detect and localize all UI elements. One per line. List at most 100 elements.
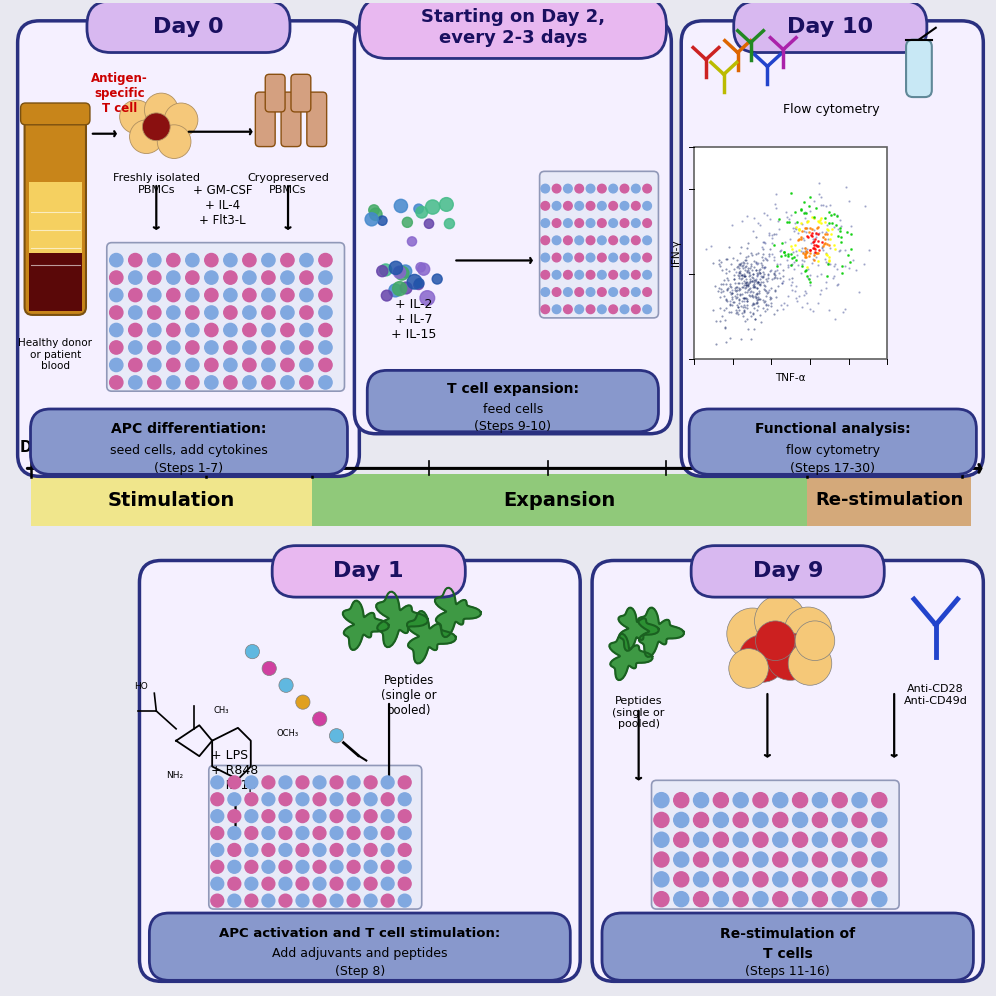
Circle shape — [564, 271, 572, 279]
FancyBboxPatch shape — [265, 75, 285, 112]
Circle shape — [713, 793, 728, 808]
Circle shape — [365, 776, 377, 789]
Circle shape — [587, 271, 595, 279]
Text: Cryopreserved
PBMCs: Cryopreserved PBMCs — [247, 173, 329, 195]
Circle shape — [872, 833, 886, 848]
Text: D2: D2 — [301, 439, 323, 454]
Circle shape — [598, 271, 607, 279]
FancyBboxPatch shape — [592, 561, 983, 981]
Circle shape — [245, 877, 258, 890]
Circle shape — [398, 776, 411, 789]
Circle shape — [654, 891, 669, 906]
Circle shape — [541, 271, 550, 279]
Circle shape — [793, 793, 808, 808]
Circle shape — [128, 253, 142, 267]
Circle shape — [262, 289, 275, 302]
Circle shape — [128, 324, 142, 337]
Circle shape — [713, 813, 728, 828]
Circle shape — [575, 253, 584, 262]
FancyBboxPatch shape — [25, 107, 86, 315]
Circle shape — [243, 341, 256, 355]
Circle shape — [348, 861, 360, 873]
Circle shape — [381, 861, 394, 873]
FancyBboxPatch shape — [107, 243, 345, 391]
Circle shape — [402, 217, 412, 227]
Text: CH₃: CH₃ — [214, 706, 229, 715]
Text: Day 0: Day 0 — [153, 17, 224, 37]
FancyBboxPatch shape — [281, 92, 301, 146]
Circle shape — [398, 877, 411, 890]
Circle shape — [609, 253, 618, 262]
Circle shape — [185, 375, 199, 389]
Circle shape — [813, 833, 828, 848]
Circle shape — [296, 810, 309, 823]
Circle shape — [300, 271, 313, 284]
Circle shape — [598, 201, 607, 210]
Circle shape — [228, 894, 241, 907]
Circle shape — [205, 341, 218, 355]
Circle shape — [262, 877, 275, 890]
Circle shape — [713, 852, 728, 868]
Circle shape — [262, 861, 275, 873]
Polygon shape — [638, 608, 684, 657]
Circle shape — [281, 359, 294, 372]
Circle shape — [224, 375, 237, 389]
Circle shape — [631, 219, 640, 227]
Circle shape — [642, 288, 651, 297]
Circle shape — [609, 201, 618, 210]
Text: NH₂: NH₂ — [166, 771, 183, 780]
Circle shape — [621, 253, 628, 262]
Circle shape — [262, 253, 275, 267]
Circle shape — [654, 852, 669, 868]
Polygon shape — [376, 592, 428, 647]
Circle shape — [773, 891, 788, 906]
Circle shape — [609, 236, 618, 245]
Circle shape — [564, 219, 572, 227]
Circle shape — [693, 852, 708, 868]
Text: APC differentiation:: APC differentiation: — [112, 421, 267, 436]
Circle shape — [609, 184, 618, 193]
Circle shape — [575, 271, 584, 279]
Circle shape — [552, 236, 561, 245]
Circle shape — [296, 861, 309, 873]
Circle shape — [424, 219, 433, 228]
Circle shape — [379, 264, 391, 276]
Circle shape — [541, 184, 550, 193]
Circle shape — [541, 253, 550, 262]
Circle shape — [366, 213, 378, 226]
Circle shape — [262, 894, 275, 907]
Text: + IL-2
+ IL-7
+ IL-15: + IL-2 + IL-7 + IL-15 — [391, 299, 436, 342]
Circle shape — [279, 810, 292, 823]
Circle shape — [365, 793, 377, 806]
Circle shape — [425, 200, 440, 214]
Circle shape — [110, 253, 123, 267]
Circle shape — [813, 852, 828, 868]
Circle shape — [228, 793, 241, 806]
Circle shape — [147, 289, 161, 302]
Circle shape — [205, 306, 218, 319]
Circle shape — [330, 776, 343, 789]
Circle shape — [753, 872, 768, 886]
Circle shape — [228, 844, 241, 857]
Polygon shape — [610, 633, 652, 680]
Circle shape — [128, 289, 142, 302]
Text: seed cells, add cytokines: seed cells, add cytokines — [111, 444, 268, 457]
Circle shape — [262, 324, 275, 337]
FancyBboxPatch shape — [18, 21, 360, 476]
FancyBboxPatch shape — [651, 780, 899, 909]
Polygon shape — [407, 612, 456, 663]
Circle shape — [262, 271, 275, 284]
Circle shape — [587, 201, 595, 210]
Polygon shape — [619, 608, 658, 650]
Circle shape — [281, 375, 294, 389]
Circle shape — [245, 861, 258, 873]
Circle shape — [598, 305, 607, 314]
Circle shape — [541, 236, 550, 245]
Circle shape — [144, 93, 178, 126]
Text: (Steps 11-16): (Steps 11-16) — [745, 965, 830, 978]
FancyBboxPatch shape — [209, 766, 421, 909]
Circle shape — [377, 216, 387, 225]
Circle shape — [852, 891, 868, 906]
Circle shape — [598, 219, 607, 227]
Circle shape — [872, 872, 886, 886]
